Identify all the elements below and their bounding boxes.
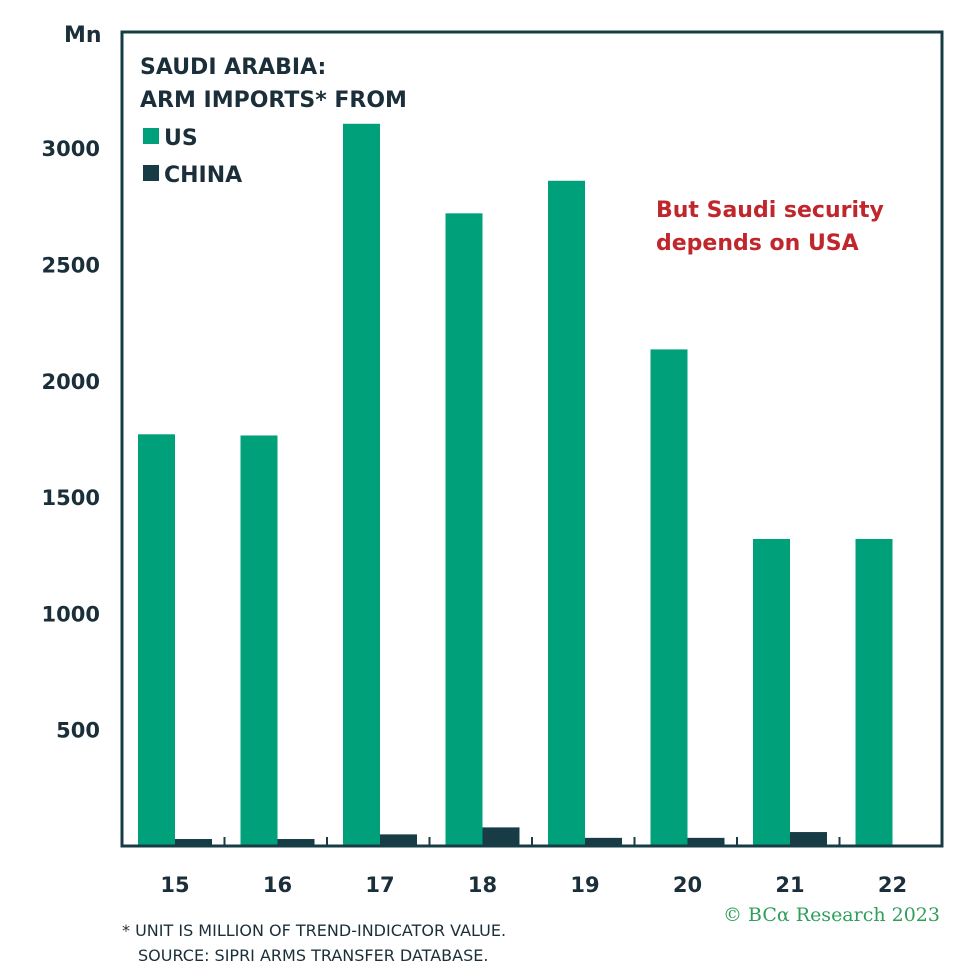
- x-tick-label-16: 16: [263, 873, 292, 897]
- y-tick-label-500: 500: [56, 719, 100, 743]
- bar-china-19: [585, 837, 622, 846]
- bar-china-20: [687, 837, 725, 846]
- bar-us-20: [650, 349, 688, 846]
- bar-us-16: [240, 435, 278, 846]
- legend-swatch-china: [143, 165, 159, 181]
- bar-china-17: [380, 834, 417, 846]
- chart-title-line-1: SAUDI ARABIA:: [140, 55, 326, 80]
- bar-us-18: [445, 213, 483, 846]
- x-tick-label-18: 18: [468, 873, 497, 897]
- bar-us-22: [855, 538, 893, 846]
- legend-label-china: CHINA: [164, 163, 242, 188]
- legend-label-us: US: [164, 126, 198, 151]
- bar-china-21: [790, 832, 827, 846]
- y-tick-label-2500: 2500: [42, 254, 100, 278]
- x-tick-label-22: 22: [878, 873, 907, 897]
- y-unit-label: Mn: [64, 23, 102, 48]
- x-tick-label-21: 21: [775, 873, 804, 897]
- x-tick-label-17: 17: [365, 873, 394, 897]
- plot-frame: [120, 30, 944, 848]
- legend-swatch-us: [143, 128, 159, 144]
- bar-china-18: [482, 827, 520, 846]
- y-tick-labels: 500 1000 1500 2000 2500 3000: [42, 137, 100, 743]
- footnote-source: SOURCE: SIPRI ARMS TRANSFER DATABASE.: [138, 946, 488, 965]
- bar-china-15: [175, 839, 212, 846]
- copyright-text: © BCα Research 2023: [723, 904, 940, 926]
- x-tick-label-19: 19: [570, 873, 599, 897]
- bar-us-21: [753, 538, 790, 846]
- y-tick-label-1000: 1000: [42, 602, 100, 626]
- bar-us-19: [548, 180, 585, 846]
- y-tick-label-1500: 1500: [42, 486, 100, 510]
- annotation-line-1: But Saudi security: [656, 198, 884, 223]
- y-tick-label-3000: 3000: [42, 137, 100, 161]
- bar-us-17: [343, 123, 380, 847]
- footnote-unit: * UNIT IS MILLION OF TREND-INDICATOR VAL…: [122, 921, 506, 940]
- x-tick-labels: 15 16 17 18 19 20 21 22: [160, 873, 907, 897]
- chart-title-line-2: ARM IMPORTS* FROM: [140, 88, 407, 113]
- y-tick-label-2000: 2000: [42, 370, 100, 394]
- bar-us-15: [138, 434, 175, 846]
- x-tick-label-15: 15: [160, 873, 189, 897]
- bars-layer: [138, 123, 893, 847]
- x-tick-label-20: 20: [673, 873, 702, 897]
- bar-china-16: [277, 839, 315, 846]
- annotation-line-2: depends on USA: [656, 231, 859, 256]
